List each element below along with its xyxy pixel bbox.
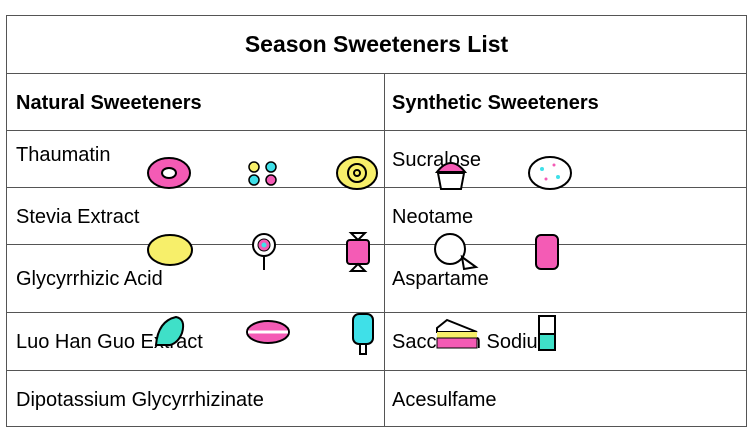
gummy-bear-icon — [535, 234, 559, 270]
cupcake-icon — [434, 162, 468, 190]
divider — [6, 244, 747, 245]
column-divider — [384, 73, 385, 427]
table-cell: Stevia Extract — [16, 206, 140, 228]
cookie-icon — [528, 156, 572, 190]
divider — [6, 187, 747, 188]
pie-icon — [434, 233, 479, 271]
wrapped-candy-icon — [346, 232, 370, 272]
ice-cream-bar-icon — [538, 315, 556, 351]
table-cell: Thaumatin — [16, 144, 111, 166]
table-cell: Dipotassium Glycyrrhizinate — [16, 389, 264, 411]
table-cell: Luo Han Guo Extract — [16, 331, 203, 353]
sweeteners-table — [6, 15, 747, 427]
column-header-natural: Natural Sweeteners — [16, 92, 202, 114]
candies-icon — [248, 161, 277, 186]
swirl-candy-icon — [336, 156, 378, 190]
lollipop-icon — [252, 233, 276, 270]
macaron-icon — [246, 320, 290, 344]
table-cell: Neotame — [392, 206, 474, 228]
cake-slice-icon — [436, 318, 478, 349]
divider — [6, 312, 747, 313]
table-cell: Aspartame — [392, 268, 489, 290]
donut-icon — [147, 157, 191, 189]
table-title: Season Sweeteners List — [244, 31, 509, 57]
divider — [6, 73, 747, 74]
popsicle-icon — [352, 313, 374, 355]
lemon-drop-icon — [147, 234, 193, 266]
gumdrop-icon — [154, 315, 185, 346]
table-cell: Glycyrrhizic Acid — [16, 268, 163, 290]
divider — [6, 130, 747, 131]
divider — [6, 370, 747, 371]
table-cell: Acesulfame — [392, 389, 497, 411]
column-header-synthetic: Synthetic Sweeteners — [392, 92, 599, 114]
